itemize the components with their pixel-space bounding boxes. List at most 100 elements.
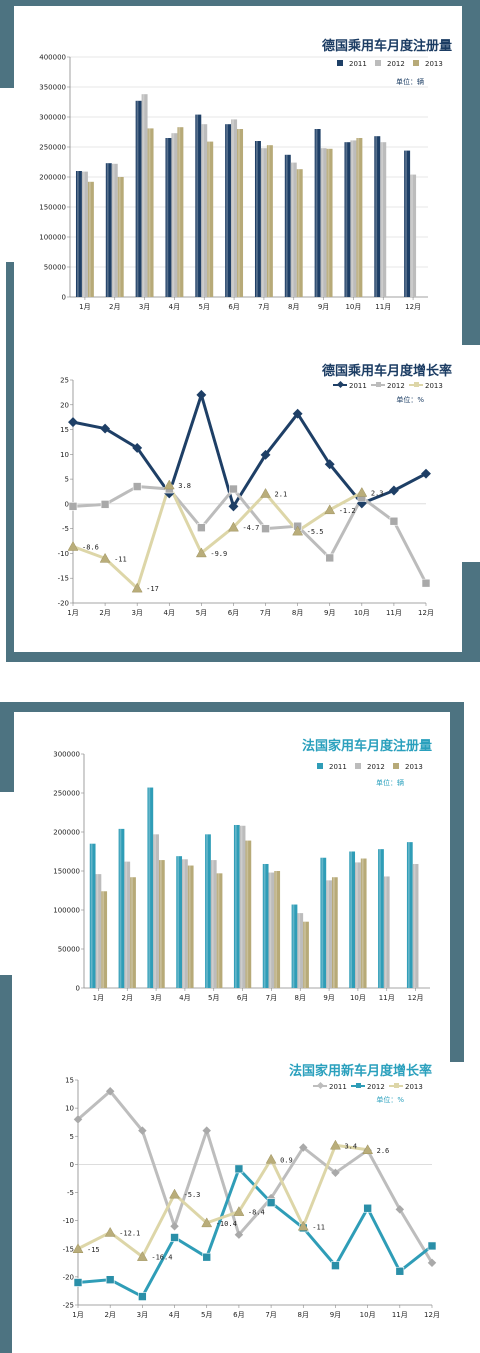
- x-tick-label: 12月: [424, 1311, 440, 1319]
- point-2011-8月: [299, 1143, 308, 1152]
- data-label: 3.4: [344, 1142, 357, 1150]
- x-tick-label: 10月: [350, 994, 366, 1002]
- x-tick-label: 2月: [122, 994, 133, 1002]
- x-tick-label: 12月: [405, 303, 421, 311]
- x-tick-label: 7月: [265, 1311, 276, 1319]
- data-label: -8.4: [248, 1209, 265, 1217]
- x-tick-label: 10月: [345, 303, 361, 311]
- bar-2012-9月: [320, 148, 327, 297]
- bar-highlight: [246, 840, 249, 988]
- bar-highlight: [321, 857, 324, 988]
- bar-2011-3月: [135, 100, 142, 297]
- x-tick-label: 6月: [228, 303, 239, 311]
- y-tick-label: 150000: [39, 204, 66, 212]
- chart-unit: 单位：%: [376, 1095, 404, 1104]
- bar-highlight: [240, 825, 243, 988]
- bar-2011-9月: [320, 857, 327, 988]
- legend-label-2012: 2012: [367, 1083, 385, 1091]
- bar-2012-1月: [81, 171, 88, 297]
- bar-2011-1月: [75, 171, 82, 297]
- bar-2012-11月: [383, 876, 390, 988]
- x-tick-label: 11月: [392, 1311, 408, 1319]
- point-2012-7月: [266, 1198, 276, 1207]
- bar-2012-12月: [412, 863, 419, 988]
- x-tick-label: 4月: [169, 1311, 180, 1319]
- point-2011-5月: [202, 1126, 211, 1135]
- panel-frame-fr-right-bar: [450, 702, 464, 1062]
- y-tick-label: 100000: [39, 234, 66, 242]
- bar-highlight: [202, 124, 205, 297]
- point-2013-6月: [228, 521, 239, 532]
- bar-highlight: [304, 921, 306, 988]
- bar-highlight: [76, 171, 79, 297]
- y-tick-label: 200000: [39, 174, 66, 182]
- bar-2012-11月: [380, 142, 387, 297]
- legend-swatch-2011: [317, 763, 323, 769]
- point-2012-6月: [234, 1164, 244, 1174]
- bar-2013-8月: [303, 921, 309, 988]
- y-tick-label: 15: [65, 1077, 74, 1085]
- panel-frame-fr-bottom-left-bar: [0, 975, 12, 1353]
- chart-title: 德国乘用车月度增长率: [322, 363, 452, 379]
- bar-2012-8月: [290, 162, 297, 297]
- point-2011-11月: [395, 1205, 405, 1214]
- x-tick-label: 6月: [237, 994, 248, 1002]
- point-2012-12月: [421, 578, 431, 588]
- point-2012-12月: [427, 1241, 437, 1251]
- y-tick-label: 150000: [53, 868, 80, 876]
- x-tick-label: 8月: [298, 1311, 309, 1319]
- y-tick-label: 15: [60, 426, 69, 434]
- chart-unit: 单位：辆: [396, 77, 424, 86]
- bar-2013-10月: [360, 858, 367, 988]
- x-tick-label: 2月: [104, 1311, 115, 1319]
- point-2012-4月: [170, 1233, 179, 1242]
- data-label: -4.7: [242, 524, 259, 532]
- bar-highlight: [177, 856, 179, 988]
- bar-2013-3月: [158, 860, 165, 988]
- bar-2013-5月: [216, 873, 223, 988]
- legend-label-2012: 2012: [387, 382, 405, 390]
- bar-highlight: [188, 865, 191, 988]
- bar-2011-11月: [374, 136, 381, 297]
- y-tick-label: -15: [58, 575, 69, 583]
- bar-2011-8月: [284, 154, 291, 297]
- bar-highlight: [88, 181, 91, 297]
- bar-2012-3月: [141, 94, 148, 297]
- legend-label-2012: 2012: [367, 763, 385, 771]
- bar-highlight: [275, 871, 278, 988]
- bar-highlight: [255, 141, 258, 297]
- bar-2011-4月: [176, 856, 183, 988]
- bar-2013-7月: [274, 871, 281, 988]
- bar-2012-12月: [410, 174, 417, 297]
- bar-2011-11月: [378, 849, 384, 988]
- bar-highlight: [196, 114, 199, 297]
- point-2013-3月: [131, 582, 143, 593]
- bar-highlight: [159, 860, 162, 988]
- bar-2012-5月: [201, 124, 208, 297]
- bar-2013-10月: [356, 138, 363, 297]
- bar-2011-6月: [233, 824, 240, 988]
- point-2012-1月: [68, 502, 78, 511]
- point-2012-3月: [138, 1292, 147, 1301]
- data-label: 2.6: [377, 1147, 390, 1155]
- point-2013-9月: [324, 504, 336, 515]
- bar-2013-4月: [187, 865, 194, 988]
- x-tick-label: 7月: [258, 303, 269, 311]
- point-2011-2月: [100, 423, 111, 434]
- point-2012-6月: [229, 484, 238, 494]
- bar-highlight: [384, 876, 387, 988]
- data-label: -16.4: [151, 1254, 172, 1262]
- y-tick-label: -20: [58, 600, 69, 608]
- bar-2013-6月: [237, 129, 244, 297]
- point-2011-11月: [388, 485, 399, 496]
- y-tick-label: -25: [63, 1302, 74, 1310]
- bar-2012-5月: [210, 860, 217, 988]
- y-tick-label: 10: [65, 1105, 74, 1113]
- data-label: -9.9: [210, 550, 227, 558]
- bar-highlight: [148, 787, 151, 988]
- y-tick-label: 20: [60, 401, 69, 409]
- data-label: -15: [87, 1246, 100, 1254]
- chart-title: 德国乘用车月度注册量: [322, 38, 452, 54]
- bar-2012-3月: [153, 834, 159, 988]
